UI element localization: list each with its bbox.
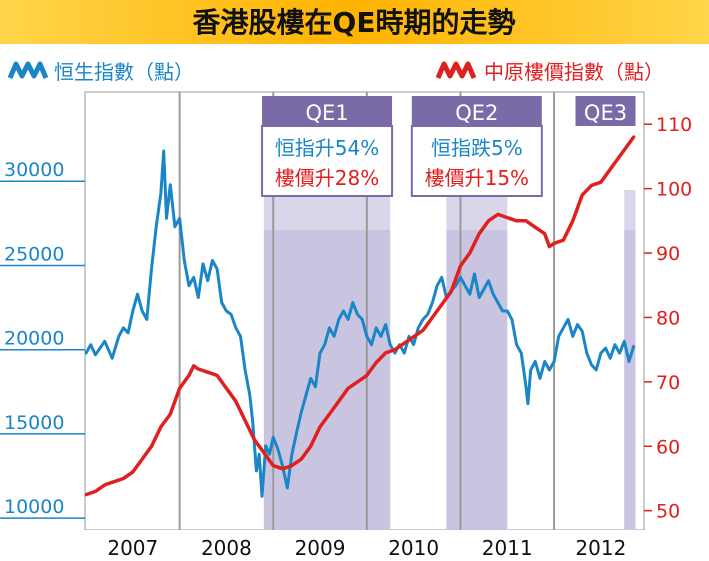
- left-tick-10000: 10000: [4, 496, 64, 518]
- right-tick-80: 80: [656, 307, 680, 329]
- qe-labels: QE1 恒指升54% 樓價升28% QE2 恒指跌5% 樓價升15% QE3: [261, 96, 636, 197]
- legend-hsi-icon: [7, 61, 49, 79]
- x-tick-2011: 2011: [482, 536, 533, 560]
- legend-ccl-icon: [435, 61, 477, 79]
- qe-title-2: QE2: [455, 101, 498, 125]
- x-tick-2009: 2009: [295, 536, 346, 560]
- legend-hsi: 恒生指數（點）: [7, 60, 194, 84]
- qe-header-2: [411, 96, 542, 126]
- qe-hsi-change-1: 恒指升54%: [275, 136, 379, 160]
- qe-title-3: QE3: [584, 101, 627, 125]
- qe-title-1: QE1: [305, 101, 348, 125]
- legend-ccl: 中原樓價指數（點）: [435, 60, 664, 84]
- left-tick-15000: 15000: [4, 412, 64, 434]
- qe-band-core-1: [263, 230, 391, 530]
- qe-hsi-change-2: 恒指跌5%: [431, 136, 523, 160]
- x-axis: 2007 2008 2009 2010 2011 2012: [0, 530, 709, 561]
- right-tick-90: 90: [656, 243, 680, 265]
- title-bar: [0, 0, 709, 44]
- x-tick-2010: 2010: [388, 536, 439, 560]
- qe-header-1: [262, 96, 393, 126]
- right-tick-100: 100: [656, 179, 692, 201]
- left-tick-20000: 20000: [4, 328, 64, 350]
- chart-title: 香港股樓在QE時期的走勢: [193, 6, 516, 39]
- left-axis: 10000 15000 20000 25000 30000: [0, 159, 85, 519]
- qe-box-1: [261, 125, 394, 197]
- right-tick-50: 50: [656, 501, 680, 523]
- right-axis: 50 60 70 80 90 100 110: [644, 114, 692, 523]
- series-lines: [85, 135, 636, 498]
- x-axis-band: [0, 530, 709, 561]
- left-tick-25000: 25000: [4, 243, 64, 265]
- qe-property-change-2: 樓價升15%: [425, 166, 529, 190]
- right-tick-60: 60: [656, 436, 680, 458]
- legend-ccl-label: 中原樓價指數（點）: [484, 60, 664, 84]
- qe-box-2: [410, 125, 543, 197]
- qe-header-3: [575, 96, 636, 126]
- qe-band-core-3: [624, 230, 636, 530]
- left-tick-30000: 30000: [4, 159, 64, 181]
- series-line-ccl: [85, 135, 636, 497]
- x-tick-2008: 2008: [201, 536, 252, 560]
- legend-hsi-label: 恒生指數（點）: [54, 60, 194, 84]
- x-tick-2012: 2012: [575, 536, 626, 560]
- x-tick-2007: 2007: [107, 536, 158, 560]
- right-tick-110: 110: [656, 114, 692, 136]
- right-tick-70: 70: [656, 372, 680, 394]
- series-line-hsi: [85, 149, 636, 498]
- qe-property-change-1: 樓價升28%: [275, 166, 379, 190]
